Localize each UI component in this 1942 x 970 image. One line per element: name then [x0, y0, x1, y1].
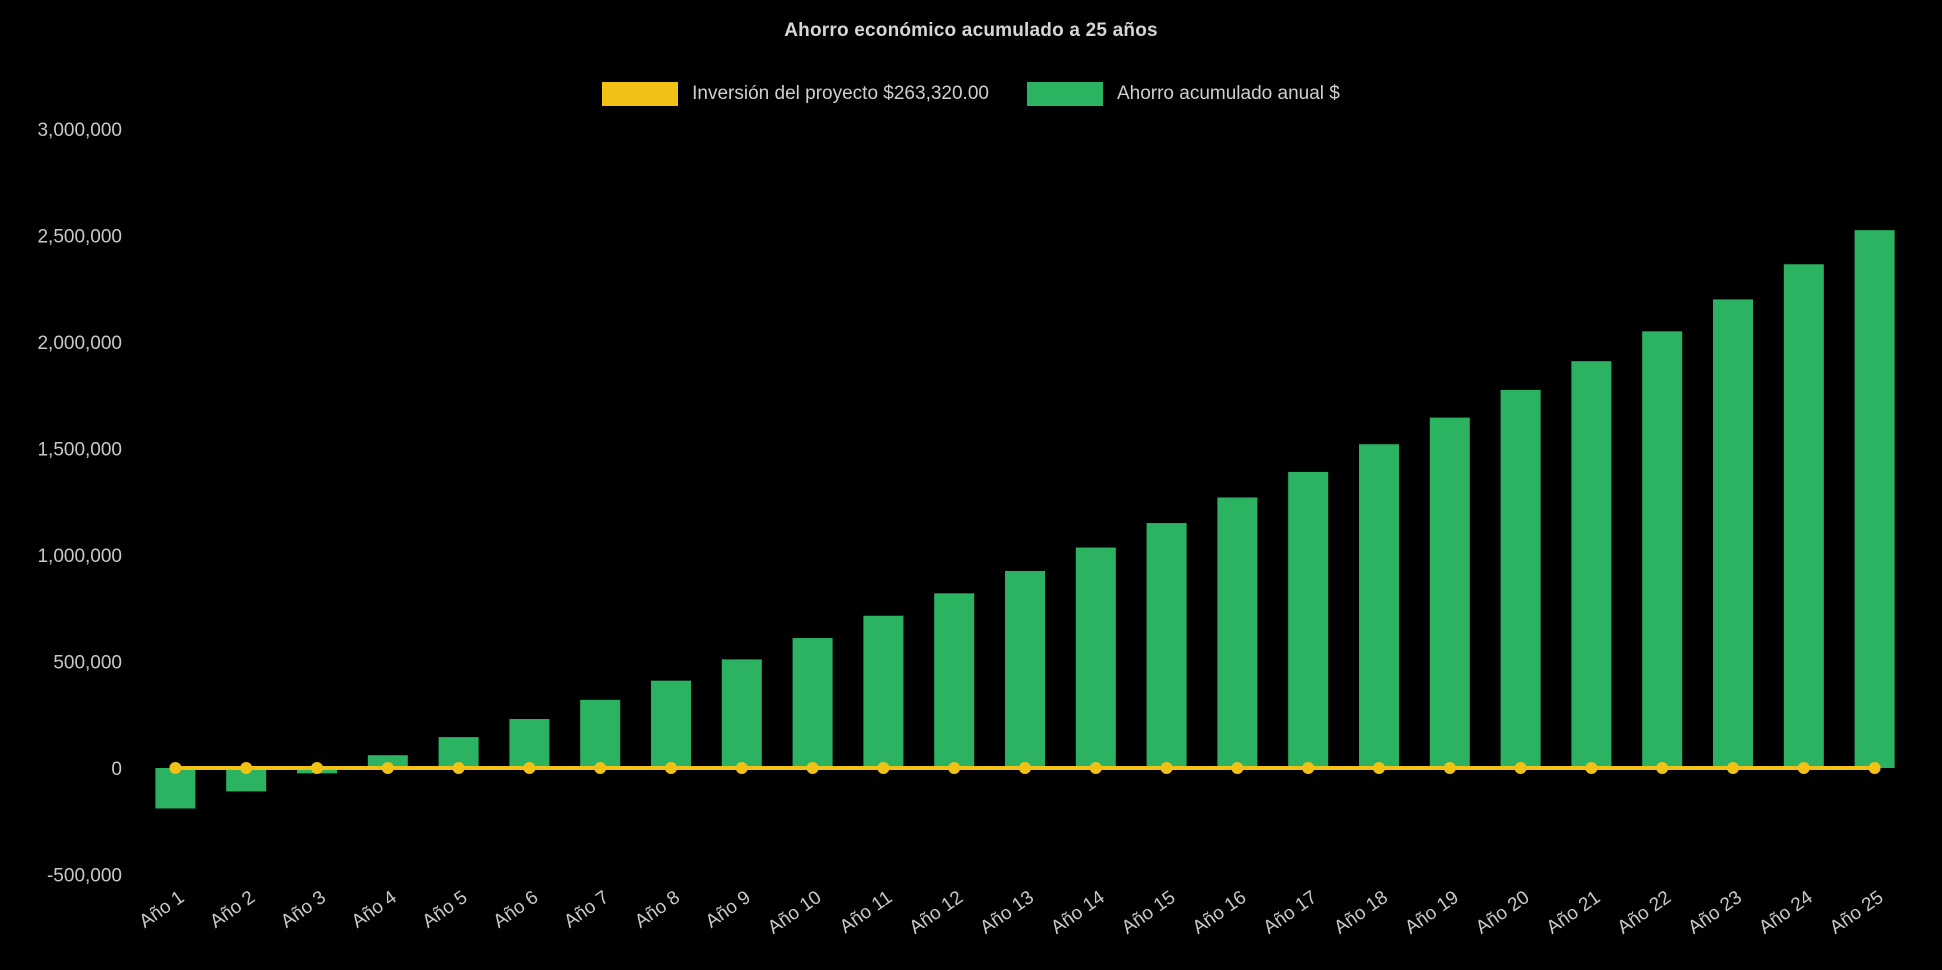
legend-item-savings[interactable]: Ahorro acumulado anual $: [1026, 82, 1340, 106]
bar: [792, 638, 833, 768]
line-point: [735, 762, 748, 774]
x-tick-label: Año 6: [490, 887, 543, 933]
line-point: [948, 762, 961, 774]
line-point: [311, 762, 323, 774]
x-tick-label: Año 16: [1189, 887, 1250, 939]
x-tick-label: Año 24: [1755, 887, 1817, 939]
bar: [1783, 264, 1824, 768]
line-point: [169, 762, 182, 774]
y-tick-label: 3,000,000: [37, 120, 122, 141]
savings-color-swatch: [1026, 82, 1103, 106]
bar: [509, 719, 550, 768]
bar: [651, 680, 691, 768]
x-tick-label: Año 11: [836, 887, 896, 938]
bar: [367, 755, 408, 768]
line-point: [1514, 762, 1527, 774]
bar: [1713, 299, 1753, 768]
x-tick-label: Año 20: [1472, 887, 1533, 939]
line-point: [240, 762, 253, 774]
chart-title: Ahorro económico acumulado a 25 años: [784, 20, 1158, 41]
line-point: [1019, 762, 1031, 774]
investment-color-swatch: [602, 82, 679, 106]
line-point: [523, 762, 536, 774]
x-tick-label: Año 19: [1401, 887, 1462, 939]
chart-legend: Inversión del proyecto $263,320.00 Ahorr…: [0, 82, 1942, 106]
line-point: [1443, 762, 1456, 774]
x-tick-label: Año 1: [136, 887, 189, 933]
x-tick-label: Año 22: [1614, 887, 1675, 939]
bar: [934, 593, 975, 768]
x-tick-label: Año 21: [1543, 887, 1604, 939]
bar: [1642, 331, 1683, 768]
bar: [1500, 389, 1541, 768]
line-point: [594, 762, 607, 774]
line-point: [452, 762, 465, 774]
x-tick-label: Año 2: [206, 887, 259, 933]
bar: [863, 615, 904, 768]
y-tick-label: 2,500,000: [37, 227, 122, 248]
line-point: [1656, 762, 1669, 774]
legend-label-savings: Ahorro acumulado anual $: [1116, 83, 1340, 104]
bar: [721, 659, 762, 768]
line-point: [877, 762, 890, 774]
x-tick-label: Año 12: [906, 887, 967, 939]
bar: [1288, 471, 1329, 768]
x-tick-label: Año 4: [348, 887, 401, 933]
bar: [1854, 230, 1895, 769]
bar: [580, 699, 621, 768]
x-tick-label: Año 7: [560, 887, 613, 933]
x-tick-label: Año 5: [419, 887, 472, 933]
bar: [1075, 547, 1116, 768]
bar: [1571, 361, 1612, 768]
line-point: [1727, 762, 1739, 774]
y-tick-label: -500,000: [47, 866, 122, 887]
bar: [155, 768, 196, 809]
x-tick-label: Año 8: [631, 887, 684, 933]
bar: [1005, 570, 1045, 768]
line-point: [381, 762, 394, 774]
line-point: [1868, 762, 1881, 774]
line-point: [1231, 762, 1244, 774]
x-tick-label: Año 9: [702, 887, 755, 933]
x-tick-label: Año 10: [764, 887, 825, 939]
legend-item-investment[interactable]: Inversión del proyecto $263,320.00: [602, 82, 989, 106]
line-point: [806, 762, 819, 774]
y-tick-label: 1,000,000: [37, 546, 122, 567]
y-tick-label: 500,000: [53, 653, 122, 674]
x-tick-label: Año 23: [1684, 887, 1745, 939]
x-tick-label: Año 15: [1118, 887, 1179, 939]
bar: [226, 768, 267, 792]
line-point: [665, 762, 677, 774]
line-point: [1160, 762, 1173, 774]
line-point: [1373, 762, 1385, 774]
bar: [1429, 417, 1470, 768]
y-tick-label: 1,500,000: [37, 440, 122, 461]
x-tick-label: Año 14: [1047, 887, 1109, 939]
bar: [1359, 444, 1399, 768]
x-tick-label: Año 17: [1260, 887, 1321, 939]
y-tick-label: 2,000,000: [37, 333, 122, 354]
x-tick-label: Año 3: [277, 887, 330, 933]
line-point: [1797, 762, 1810, 774]
x-tick-label: Año 13: [976, 887, 1037, 939]
x-tick-label: Año 25: [1826, 887, 1887, 939]
line-point: [1302, 762, 1315, 774]
y-tick-label: 0: [111, 759, 122, 780]
legend-label-investment: Inversión del proyecto $263,320.00: [692, 83, 989, 104]
bar: [1217, 497, 1258, 768]
x-tick-label: Año 18: [1330, 887, 1391, 939]
line-point: [1089, 762, 1102, 774]
line-point: [1585, 762, 1598, 774]
bar: [1146, 523, 1187, 768]
